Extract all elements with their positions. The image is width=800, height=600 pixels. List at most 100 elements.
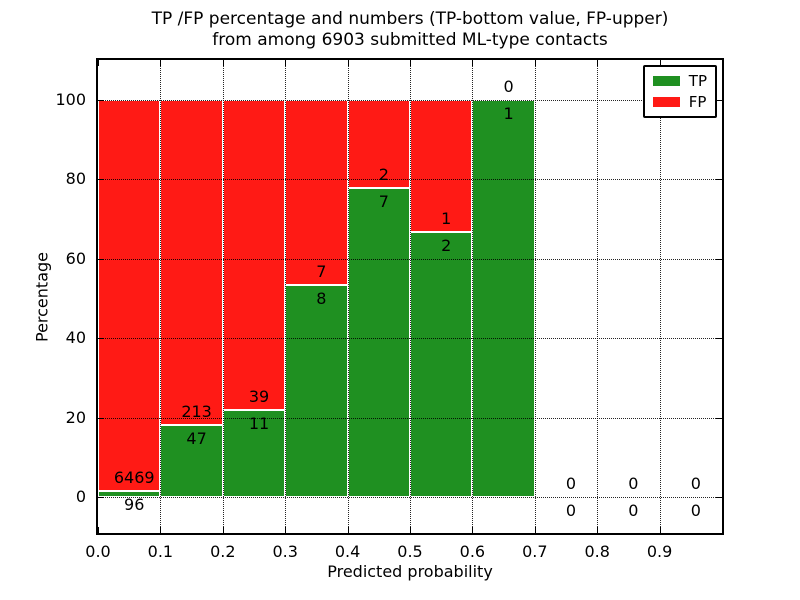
x-tick-mark-top (597, 60, 599, 66)
bar-segment-tp (285, 285, 348, 498)
y-tick-mark-right (716, 417, 722, 419)
y-tick-mark-left (98, 497, 104, 499)
bar-segment-fp (285, 99, 348, 286)
y-tick-mark-left (98, 99, 104, 101)
x-tick-mark-top (659, 60, 661, 66)
grid-line-vertical (347, 60, 349, 533)
x-tick-mark-top (98, 60, 99, 66)
fp-count-label: 0 (628, 474, 639, 494)
grid-line-vertical (222, 60, 224, 533)
plot-area: TP FP 6469 96 213 47 39 11 7 8 2 7 1 2 0 1 0 0 0 0 0 0 (96, 58, 724, 535)
fp-count-label: 7 (316, 262, 327, 282)
tp-count-label: 2 (441, 236, 452, 256)
x-tick-mark-top (472, 60, 474, 66)
fp-count-label: 2 (378, 165, 389, 185)
grid-line-vertical (285, 60, 287, 533)
y-tick-mark-right (716, 338, 722, 340)
x-tick-mark-bottom (472, 527, 474, 533)
tp-count-label: 0 (628, 501, 639, 521)
bar-segment-tp (347, 188, 410, 498)
y-tick-mark-right (716, 258, 722, 260)
grid-line-horizontal (98, 258, 722, 260)
legend-item-fp: FP (652, 93, 707, 111)
y-tick-label: 20 (65, 407, 86, 427)
grid-line-horizontal (98, 179, 722, 181)
chart-title-line2: from among 6903 submitted ML-type contac… (212, 30, 608, 50)
x-tick-label: 0.2 (210, 542, 236, 561)
chart-title-line1: TP /FP percentage and numbers (TP-bottom… (151, 9, 669, 29)
fp-count-label: 6469 (113, 468, 155, 488)
x-tick-label: 0.0 (85, 542, 111, 561)
tp-count-label: 0 (690, 501, 701, 521)
fp-count-label: 39 (248, 386, 270, 406)
legend-item-tp: TP (652, 72, 707, 90)
x-tick-mark-bottom (410, 527, 411, 533)
x-tick-label: 0.7 (522, 542, 548, 561)
tp-color-swatch (652, 76, 680, 86)
tp-count-label: 1 (503, 103, 514, 123)
x-tick-mark-top (347, 60, 349, 66)
bar-segment-fp (160, 99, 223, 426)
grid-line-vertical (534, 60, 536, 533)
tp-count-label: 0 (565, 501, 577, 521)
y-tick-label: 0 (75, 487, 86, 507)
y-tick-mark-right (716, 179, 722, 181)
x-tick-mark-top (222, 60, 224, 66)
y-tick-label: 100 (55, 89, 86, 109)
bar-segment-fp (410, 99, 473, 233)
y-tick-mark-right (716, 99, 722, 101)
grid-line-horizontal (98, 497, 722, 499)
y-tick-mark-left (98, 258, 104, 260)
x-tick-label: 0.9 (646, 542, 673, 561)
x-tick-mark-bottom (597, 527, 599, 533)
grid-line-vertical (659, 60, 661, 533)
x-tick-mark-bottom (160, 527, 162, 533)
x-tick-mark-bottom (98, 527, 99, 533)
legend-label-fp: FP (688, 93, 707, 111)
x-tick-mark-top (160, 60, 162, 66)
y-tick-mark-left (98, 179, 104, 181)
x-tick-label: 0.5 (397, 542, 423, 561)
x-tick-mark-top (410, 60, 411, 66)
bar-segment-tp (410, 232, 473, 498)
x-tick-mark-bottom (285, 527, 287, 533)
tp-count-label: 8 (316, 289, 327, 309)
legend-label-tp: TP (688, 72, 707, 90)
x-tick-mark-bottom (347, 527, 349, 533)
y-tick-label: 40 (65, 328, 86, 348)
bar-segment-tp (160, 425, 223, 498)
x-tick-mark-bottom (659, 527, 661, 533)
y-tick-label: 80 (65, 169, 86, 189)
bar-segment-tp (98, 491, 161, 498)
grid-line-vertical (472, 60, 474, 533)
y-tick-mark-left (98, 338, 104, 340)
x-tick-label: 0.3 (272, 542, 298, 561)
x-tick-mark-top (534, 60, 536, 66)
x-tick-label: 0.6 (459, 542, 486, 561)
x-tick-label: 0.1 (147, 542, 174, 561)
grid-line-vertical (160, 60, 162, 533)
grid-line-horizontal (98, 99, 722, 101)
legend: TP FP (642, 65, 717, 118)
grid-line-horizontal (98, 417, 722, 419)
bar-segment-tp (472, 99, 535, 498)
fp-count-label: 1 (441, 209, 452, 229)
x-tick-label: 0.8 (584, 542, 610, 561)
y-tick-label: 60 (65, 248, 86, 268)
fp-count-label: 0 (565, 474, 577, 494)
grid-line-horizontal (98, 338, 722, 340)
bar-segment-fp (222, 99, 286, 410)
tp-count-label: 7 (378, 192, 389, 212)
tp-count-label: 11 (248, 413, 270, 433)
fp-count-label: 213 (181, 402, 212, 422)
x-tick-mark-top (285, 60, 287, 66)
chart-title: TP /FP percentage and numbers (TP-bottom… (98, 9, 722, 51)
x-tick-mark-bottom (534, 527, 536, 533)
x-axis-label: Predicted probability (327, 562, 493, 581)
x-tick-label: 0.4 (334, 542, 361, 561)
fp-count-label: 0 (503, 76, 514, 96)
fp-color-swatch (652, 97, 680, 107)
fp-count-label: 0 (690, 474, 701, 494)
grid-line-vertical (410, 60, 411, 533)
